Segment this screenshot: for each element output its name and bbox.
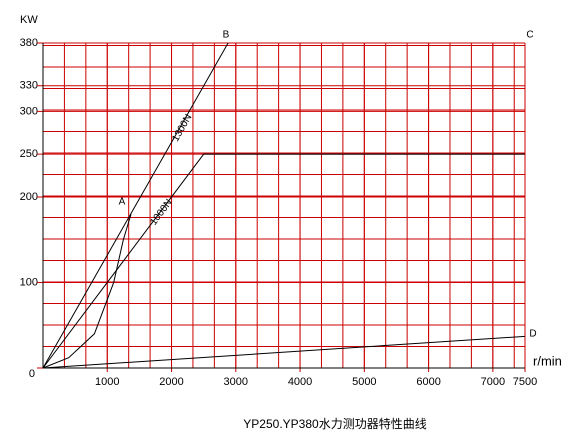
y-tick-label: 250 (20, 148, 38, 160)
series-label: 1300N (170, 113, 194, 144)
point-label: D (529, 329, 536, 340)
series-label: 1000N (148, 197, 174, 227)
x-tick-label: 1000 (95, 376, 119, 388)
x-tick-label: 7500 (513, 376, 537, 388)
x-axis-label: r/min (533, 353, 562, 368)
series-line (42, 42, 229, 369)
series-line (42, 213, 132, 369)
series-line (42, 153, 525, 369)
x-tick-label: 2000 (159, 376, 183, 388)
y-tick-label: 380 (20, 37, 38, 49)
point-label: C (526, 30, 533, 41)
y-tick-label: 330 (20, 80, 38, 92)
x-tick-label: 3000 (224, 376, 248, 388)
x-tick-label: 4000 (288, 376, 312, 388)
point-label: A (119, 197, 126, 208)
y-tick-label: 300 (20, 105, 38, 117)
y-axis-label: KW (20, 14, 38, 26)
series-line (42, 335, 526, 369)
minor-grid (42, 42, 526, 369)
x-tick-label: 7000 (481, 376, 505, 388)
y-tick-label: 200 (20, 191, 38, 203)
y-tick-label: 100 (20, 276, 38, 288)
x-tick-label: 5000 (352, 376, 376, 388)
chart-title: YP250.YP380水力测功器特性曲线 (243, 416, 426, 431)
x-tick-label: 6000 (416, 376, 440, 388)
y-tick-label: 0 (29, 368, 35, 380)
point-label: B (223, 30, 230, 41)
